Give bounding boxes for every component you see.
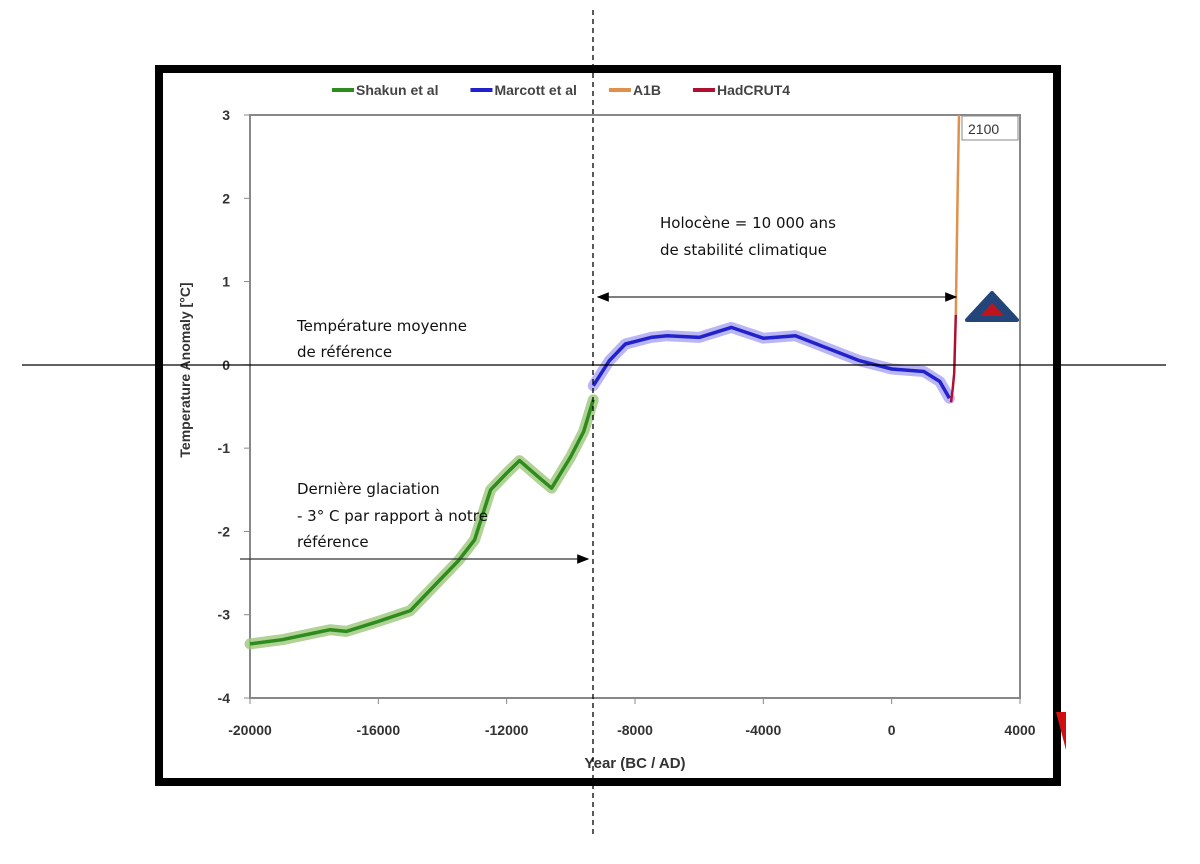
y-tick-label: 1	[222, 274, 230, 290]
x-axis-label: Year (BC / AD)	[584, 755, 685, 772]
plot-area	[249, 114, 1021, 699]
y-tick-label: -4	[218, 690, 231, 706]
series-line-a1b	[954, 114, 961, 315]
legend: Shakun et al Marcott et al A1B HadCRUT4	[332, 82, 790, 98]
series-line-hadcrut4	[949, 314, 958, 403]
warning-triangle-icon	[965, 291, 1019, 322]
x-tick-label: -12000	[485, 722, 529, 738]
x-tick-label: -8000	[617, 722, 653, 738]
y-tick-label: -2	[218, 523, 231, 539]
legend-label-a1b: A1B	[633, 82, 661, 98]
glaciation-annotation-line3: référence	[297, 533, 369, 551]
reference-annotation-line2: de référence	[297, 343, 392, 361]
glaciation-annotation-line2: - 3° C par rapport à notre	[297, 507, 488, 525]
legend-label-marcott-et-al: Marcott et al	[494, 82, 576, 98]
end-label: 2100	[968, 121, 999, 137]
glaciation-annotation-line1: Dernière glaciation	[297, 480, 440, 498]
series-line-marcott-et-al	[591, 325, 951, 400]
y-axis-label: Temperature Anomaly [°C]	[177, 282, 193, 457]
y-tick-label: 2	[222, 190, 230, 206]
x-tick-label: -4000	[745, 722, 781, 738]
y-tick-label: -1	[218, 440, 231, 456]
holocene-annotation-line2: de stabilité climatique	[660, 241, 827, 259]
holocene-annotation-line1: Holocène = 10 000 ans	[660, 214, 836, 232]
y-tick-label: -3	[218, 607, 231, 623]
corner-mark	[1056, 712, 1066, 750]
reference-annotation-line1: Température moyenne	[296, 317, 467, 335]
x-tick-label: 4000	[1004, 722, 1035, 738]
x-tick-label: 0	[888, 722, 896, 738]
x-tick-label: -20000	[228, 722, 272, 738]
legend-label-shakun-et-al: Shakun et al	[356, 82, 438, 98]
end-label-box	[961, 115, 1019, 141]
x-tick-label: -16000	[357, 722, 401, 738]
legend-label-hadcrut4: HadCRUT4	[717, 82, 790, 98]
y-tick-label: 3	[222, 107, 230, 123]
series-line-shakun-et-al	[249, 399, 595, 646]
